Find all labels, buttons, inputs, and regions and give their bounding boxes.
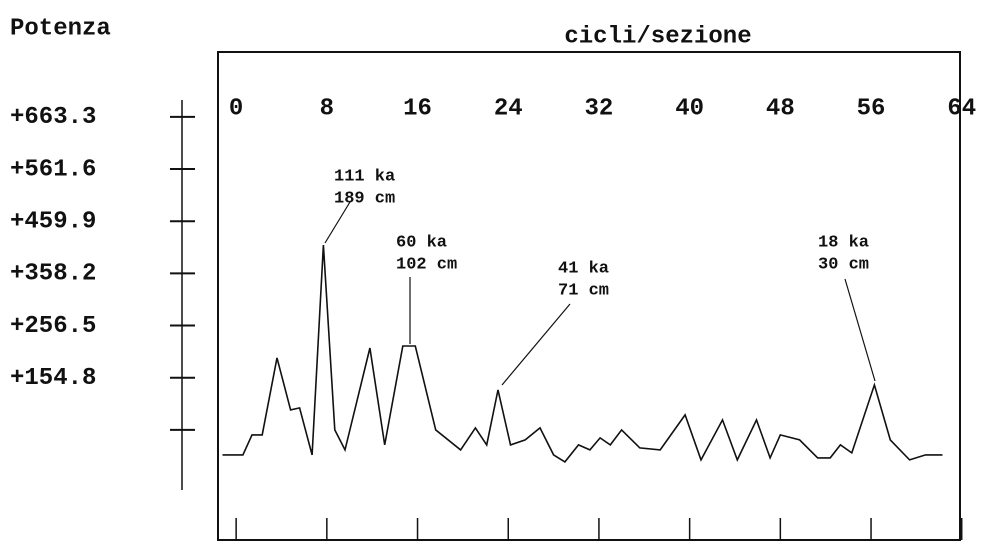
y-tick-label: +256.5 <box>10 313 96 340</box>
x-tick-label: 40 <box>675 95 704 122</box>
x-tick-label: 24 <box>494 95 523 122</box>
y-tick-label: +459.9 <box>10 209 96 236</box>
x-tick-label: 56 <box>857 95 886 122</box>
annotation-text: 102 cm <box>396 255 457 274</box>
y-tick-label: +561.6 <box>10 156 96 183</box>
spectrum-line <box>222 244 943 463</box>
x-tick-label: 64 <box>947 95 976 122</box>
x-tick-label: 8 <box>320 95 334 122</box>
annotation-text: 30 cm <box>818 255 869 274</box>
annotation-text: 71 cm <box>558 281 609 300</box>
x-tick-label: 48 <box>766 95 795 122</box>
x-axis-title: cicli/sezione <box>564 23 751 50</box>
annotation-text: 18 ka <box>818 233 869 252</box>
y-tick-label: +663.3 <box>10 104 96 131</box>
annotation-text: 111 ka <box>334 167 395 186</box>
y-tick-label: +154.8 <box>10 365 96 392</box>
annotation-leader <box>324 201 351 244</box>
plot-frame <box>217 51 961 541</box>
annotation-text: 60 ka <box>396 233 447 252</box>
x-tick-label: 0 <box>229 95 243 122</box>
annotation-text: 189 cm <box>334 189 395 208</box>
y-axis-title: Potenza <box>10 15 111 42</box>
annotation-leader <box>501 303 571 386</box>
annotation-leader <box>844 278 876 382</box>
y-tick-label: +358.2 <box>10 261 96 288</box>
x-tick-label: 16 <box>403 95 432 122</box>
annotation-text: 41 ka <box>558 259 609 278</box>
x-tick-label: 32 <box>585 95 614 122</box>
